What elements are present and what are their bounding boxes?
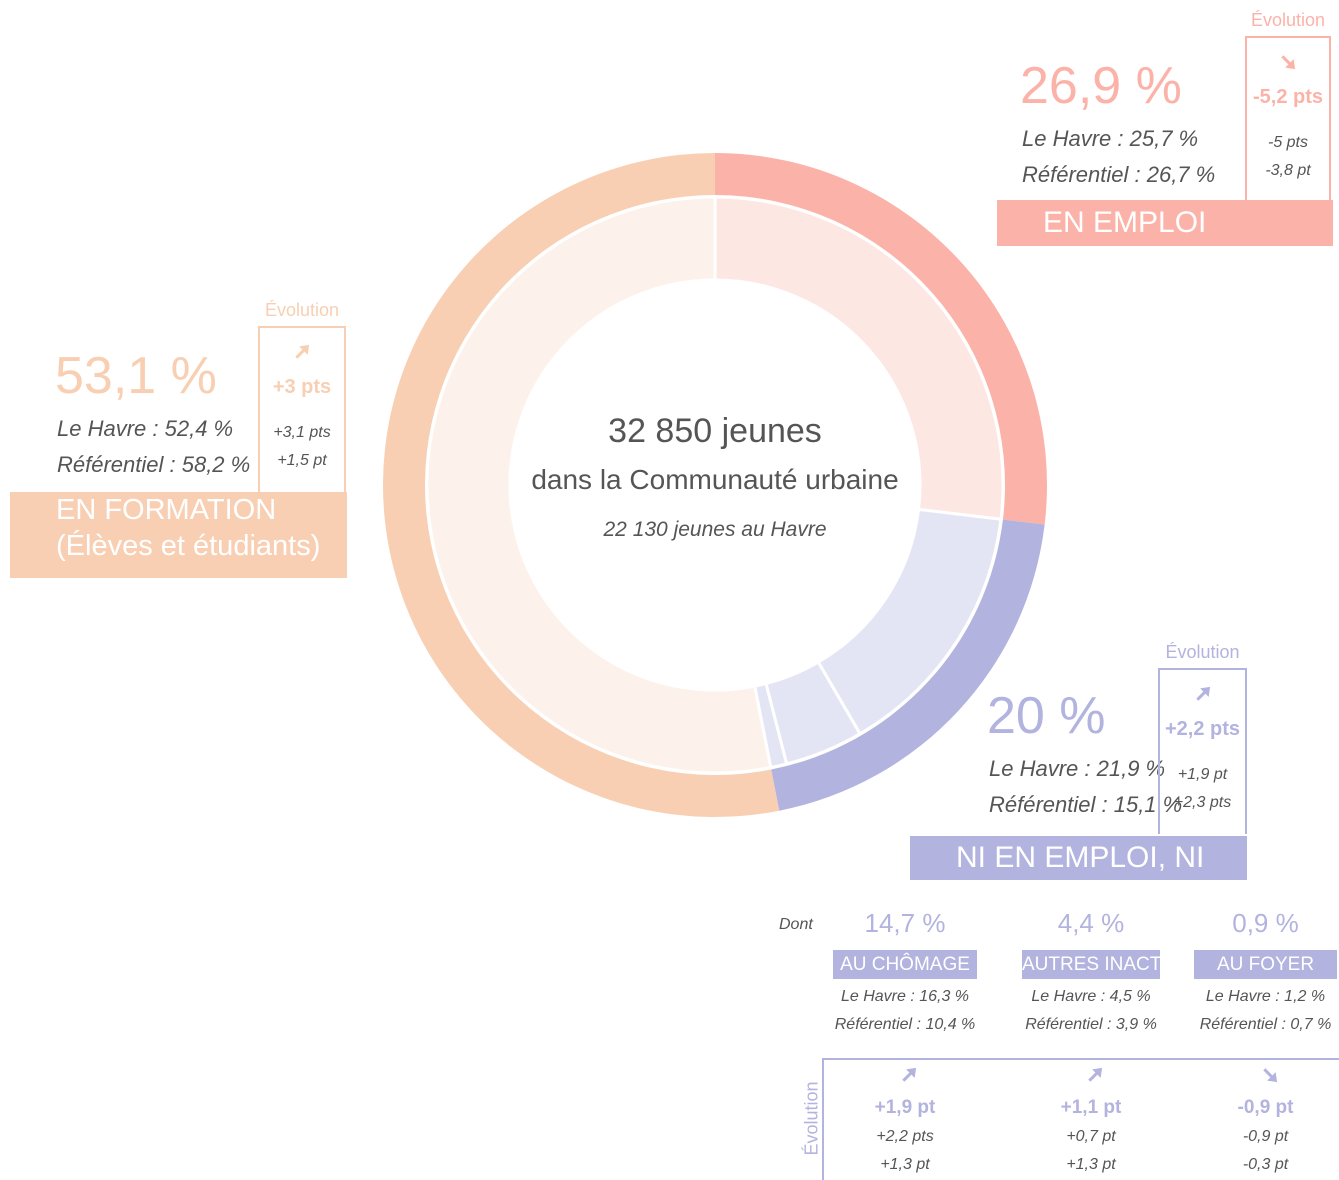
sub-evolution-referentiel: +1,3 pt xyxy=(880,1156,930,1173)
sub-le-havre: Le Havre : 4,5 % xyxy=(1031,988,1151,1005)
value-label: 53,1 % xyxy=(55,347,217,405)
sub-evolution-le-havre: +2,2 pts xyxy=(876,1128,934,1145)
arrow-shape xyxy=(1281,55,1296,70)
evolution-value: +3 pts xyxy=(272,376,332,398)
arrow-head xyxy=(906,1067,917,1078)
le-havre-value: Le Havre : 25,7 % xyxy=(1022,126,1199,151)
referentiel-value: Référentiel : 26,7 % xyxy=(1022,162,1216,187)
sub-value-label: 14,7 % xyxy=(864,908,946,938)
arrow-head xyxy=(299,344,310,355)
category-band: EN EMPLOI xyxy=(997,200,1333,246)
sub-category-band: AU CHÔMAGE xyxy=(833,950,977,979)
arrow-shaft xyxy=(1088,1071,1099,1082)
arrow-shape xyxy=(902,1067,917,1082)
arrow-shaft xyxy=(1195,690,1207,701)
arrow-shape xyxy=(1088,1067,1103,1082)
referentiel-value: Référentiel : 58,2 % xyxy=(57,452,251,477)
arrow-head xyxy=(1092,1067,1103,1078)
sub-evolution: +1,1 pt xyxy=(1060,1097,1122,1118)
sub-evolution-le-havre: +0,7 pt xyxy=(1066,1128,1116,1145)
evolution-box xyxy=(258,326,346,492)
donut-segment xyxy=(715,153,1047,525)
chart-note: 22 130 jeunes au Havre xyxy=(603,518,827,541)
trend-arrow xyxy=(1281,55,1296,70)
arrow-shaft xyxy=(1262,1068,1274,1079)
trend-arrow xyxy=(1088,1067,1103,1082)
sub-referentiel: Référentiel : 3,9 % xyxy=(1025,1016,1157,1033)
chart-subtitle: dans la Communauté urbaine xyxy=(531,464,899,495)
inner-segment xyxy=(713,195,1005,521)
donut-segment xyxy=(771,519,1045,811)
referentiel-value: Référentiel : 15,1 % xyxy=(989,792,1183,817)
trend-arrow xyxy=(295,344,310,359)
arrow-shaft xyxy=(902,1071,913,1082)
evolution-label: Évolution xyxy=(801,1081,822,1156)
category-band: NI EN EMPLOI, NI EN FORMATION xyxy=(910,836,1247,918)
sub-value-label: 4,4 % xyxy=(1057,908,1125,938)
arrow-shaft xyxy=(1281,55,1292,66)
arrow-head xyxy=(1266,1072,1277,1083)
le-havre-value: Le Havre : 21,9 % xyxy=(989,756,1166,781)
evolution-frame xyxy=(822,1058,1339,1180)
arrow-head xyxy=(1199,686,1210,697)
sub-le-havre: Le Havre : 1,2 % xyxy=(1205,988,1326,1005)
breakdown-label: Dont xyxy=(779,916,813,933)
evolution-label: Évolution xyxy=(264,300,340,320)
evolution-label: Évolution xyxy=(1165,642,1240,662)
evolution-referentiel: -3,8 pt xyxy=(1265,162,1311,179)
evolution-le-havre: +3,1 pts xyxy=(273,424,331,441)
arrow-shape xyxy=(1262,1068,1277,1083)
sub-referentiel: Référentiel : 10,4 % xyxy=(834,1016,976,1033)
value-label: 26,9 % xyxy=(1020,57,1182,115)
sub-evolution: +1,9 pt xyxy=(874,1097,936,1118)
evolution-value: -5,2 pts xyxy=(1252,86,1324,108)
evolution-le-havre: +1,9 pt xyxy=(1177,766,1228,783)
evolution-value: +2,2 pts xyxy=(1164,718,1241,740)
arrow-head xyxy=(1285,59,1296,70)
sub-evolution: -0,9 pt xyxy=(1237,1097,1294,1118)
chart-title: 32 850 jeunes xyxy=(608,412,822,450)
trend-arrow xyxy=(1195,686,1210,701)
sub-evolution-referentiel: +1,3 pt xyxy=(1066,1156,1116,1173)
inner-segment xyxy=(425,195,773,775)
sub-le-havre: Le Havre : 16,3 % xyxy=(840,988,970,1005)
sub-category-band: AU FOYER xyxy=(1194,950,1337,979)
trend-arrow xyxy=(902,1067,917,1082)
value-label: 20 % xyxy=(987,687,1106,745)
le-havre-value: Le Havre : 52,4 % xyxy=(57,416,234,441)
evolution-referentiel: +1,5 pt xyxy=(277,452,327,469)
sub-evolution-le-havre: -0,9 pt xyxy=(1242,1128,1289,1145)
evolution-box xyxy=(1158,668,1247,834)
category-band: EN FORMATION (Élèves et étudiants) xyxy=(10,492,347,578)
evolution-box xyxy=(1245,36,1331,200)
trend-arrow xyxy=(1262,1068,1277,1083)
evolution-le-havre: -5 pts xyxy=(1267,134,1308,151)
sub-category-band: AUTRES INACTIFS xyxy=(1022,950,1191,979)
sub-evolution-referentiel: -0,3 pt xyxy=(1242,1156,1289,1173)
evolution-label: Évolution xyxy=(1250,10,1326,30)
arrow-shape xyxy=(1195,686,1210,701)
evolution-referentiel: +2,3 pts xyxy=(1173,794,1232,811)
arrow-shape xyxy=(295,344,310,359)
sub-value-label: 0,9 % xyxy=(1232,908,1299,938)
sub-referentiel: Référentiel : 0,7 % xyxy=(1199,1016,1332,1033)
